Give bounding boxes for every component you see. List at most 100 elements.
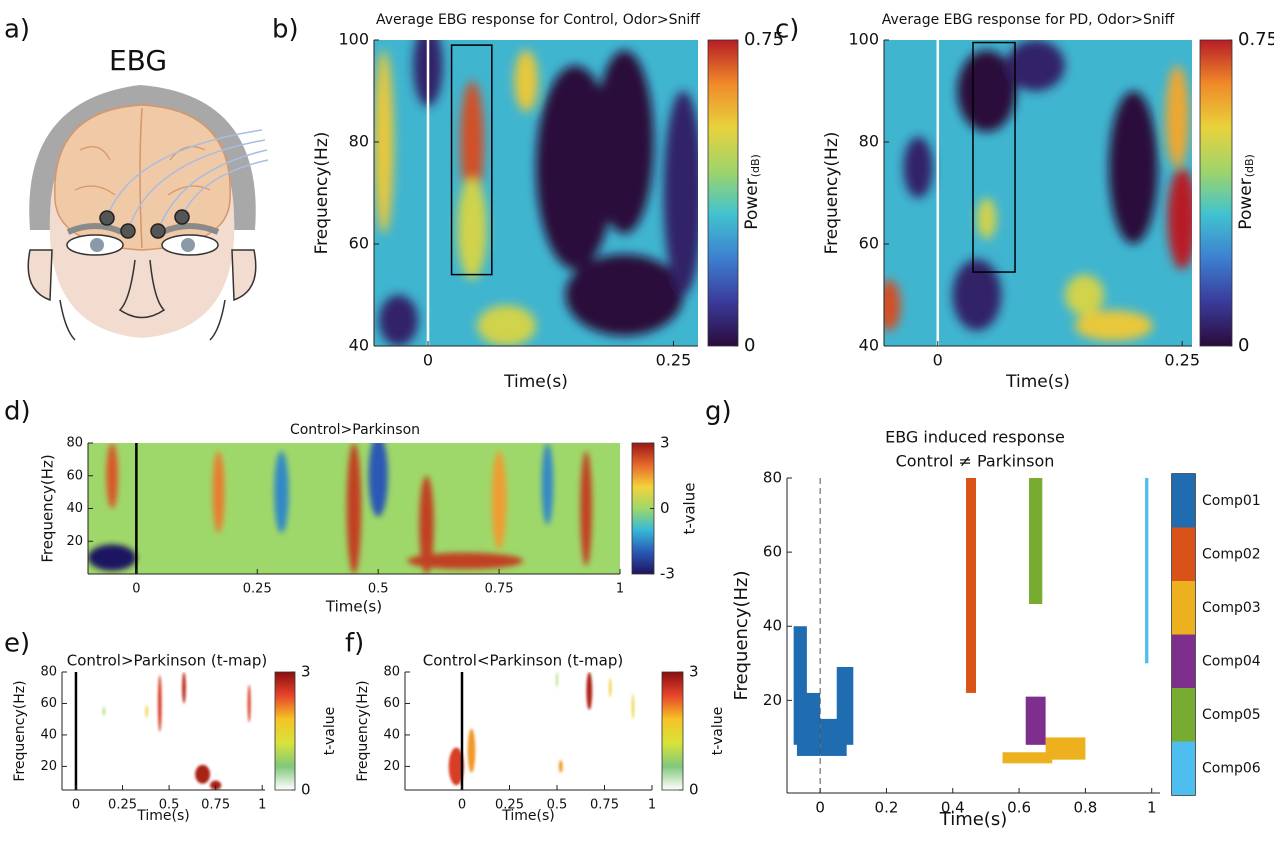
nose xyxy=(118,259,166,319)
heatmap-cell xyxy=(631,694,635,720)
y-axis-label: Frequency(Hz) xyxy=(822,132,842,255)
heatmap-cell xyxy=(467,728,476,773)
ears xyxy=(27,249,257,302)
heatmap-cell xyxy=(448,747,464,786)
colorbar-tick-label: 3 xyxy=(301,663,311,681)
heatmap-cell xyxy=(903,136,933,199)
x-tick-label: 0.75 xyxy=(201,798,230,813)
y-axis-label: Frequency(Hz) xyxy=(355,680,371,781)
heatmap-base xyxy=(405,672,652,790)
heatmap-cell xyxy=(460,80,484,204)
chart-title: Control>Parkinson (t-map) xyxy=(67,652,267,670)
chart-panel: c) Average EBG response for PD, Odor>Snif… xyxy=(775,12,1274,392)
colorbar-label: Power xyxy=(742,178,762,229)
heatmap-cell xyxy=(580,451,592,566)
panel-label: c) xyxy=(775,15,799,45)
y-tick-label: 80 xyxy=(66,436,83,451)
x-axis-label: Time(s) xyxy=(503,372,568,392)
heatmap-cell xyxy=(586,672,593,710)
legend-swatch xyxy=(1172,741,1195,795)
legend-label: Comp01 xyxy=(1202,493,1261,509)
electrode xyxy=(99,210,115,226)
y-tick-label: 40 xyxy=(383,727,400,742)
heatmap-cell xyxy=(477,305,536,346)
panel-label: a) xyxy=(4,15,30,45)
heatmap-layer xyxy=(88,443,592,574)
heatmap-layer xyxy=(884,40,1192,341)
heatmap-cell xyxy=(88,544,137,571)
y-tick-label: 40 xyxy=(349,336,369,355)
colorbar-tick-label: 0 xyxy=(689,781,699,799)
colorbar-label: t-value xyxy=(710,707,726,755)
roi-box xyxy=(450,44,493,276)
y-tick-label: 20 xyxy=(40,759,57,774)
y-tick-label: 20 xyxy=(383,759,400,774)
heatmap-cell xyxy=(541,443,554,525)
heatmap-base xyxy=(62,672,265,790)
heatmap-cell xyxy=(594,50,654,234)
x-tick-label: 0.4 xyxy=(941,799,965,817)
x-tick-label: 0.25 xyxy=(495,798,524,813)
chart-subtitle: Control ≠ Parkinson xyxy=(896,452,1055,471)
heatmap-cell xyxy=(1108,91,1158,244)
heatmap-cell xyxy=(374,50,394,234)
heatmap-blobs xyxy=(102,672,251,790)
legend-swatch xyxy=(1172,688,1195,742)
heatmap-cell xyxy=(1064,274,1104,316)
heatmap-cell xyxy=(378,295,419,346)
panel-label: f) xyxy=(345,629,364,659)
illustration: a) EBG xyxy=(4,15,269,341)
panel-label: b) xyxy=(272,15,299,45)
heatmap-cell xyxy=(663,91,698,295)
heatmap-cell xyxy=(1165,65,1190,168)
iris xyxy=(90,238,104,252)
x-tick-label: 0 xyxy=(815,799,825,817)
electrode-wires xyxy=(106,129,269,232)
y-tick-label: 20 xyxy=(66,534,83,549)
heatmap-cell xyxy=(957,50,1017,132)
x-tick-label: 0 xyxy=(132,582,140,597)
component-region xyxy=(1025,696,1046,745)
y-tick-label: 40 xyxy=(66,501,83,516)
y-tick-label: 60 xyxy=(66,468,83,483)
chart-title: Average EBG response for PD, Odor>Sniff xyxy=(882,12,1175,28)
panel-label: e) xyxy=(4,629,30,659)
colorbar-label: t-value xyxy=(681,483,699,535)
colorbar xyxy=(661,671,684,791)
legend-label: Comp03 xyxy=(1202,600,1261,616)
heatmap-cell xyxy=(536,65,615,270)
chart-panel: g) EBG induced response Control ≠ Parkinso… xyxy=(705,397,1261,831)
y-axis-label: Frequency(Hz) xyxy=(39,454,57,562)
electrode xyxy=(150,223,166,239)
colorbar-tick-label: 3 xyxy=(689,663,699,681)
component-region xyxy=(836,667,854,745)
x-axis-label: Time(s) xyxy=(501,808,554,824)
y-tick-label: 80 xyxy=(40,665,57,680)
x-tick-label: 0.25 xyxy=(656,351,692,370)
heatmap-cell xyxy=(368,443,388,517)
legend-swatch xyxy=(1172,474,1195,528)
heatmap-cell xyxy=(419,475,434,574)
iris xyxy=(181,238,195,252)
heatmap-layer xyxy=(448,672,635,786)
x-tick-label: 0 xyxy=(72,798,80,813)
x-axis-label: Time(s) xyxy=(939,809,1007,830)
component-region xyxy=(1029,478,1043,604)
y-tick-label: 60 xyxy=(763,543,782,561)
heatmap-cell xyxy=(157,675,162,732)
x-tick-label: 0.6 xyxy=(1007,799,1031,817)
x-axis-label: Time(s) xyxy=(1005,372,1070,392)
heatmap-cell xyxy=(407,552,524,570)
x-tick-label: 0 xyxy=(423,351,433,370)
component-region xyxy=(1145,478,1149,664)
colorbar-tick-label: 0 xyxy=(301,781,311,799)
x-tick-label: 0.2 xyxy=(875,799,899,817)
chart-title: Average EBG response for Control, Odor>S… xyxy=(376,12,700,28)
heatmap-cell xyxy=(212,451,225,534)
x-tick-label: 0 xyxy=(933,351,943,370)
colorbar-tick-label: 0.75 xyxy=(1238,29,1274,50)
y-tick-label: 80 xyxy=(349,132,369,151)
heatmap-cell xyxy=(491,451,507,550)
y-axis-label: Frequency(Hz) xyxy=(731,570,752,700)
